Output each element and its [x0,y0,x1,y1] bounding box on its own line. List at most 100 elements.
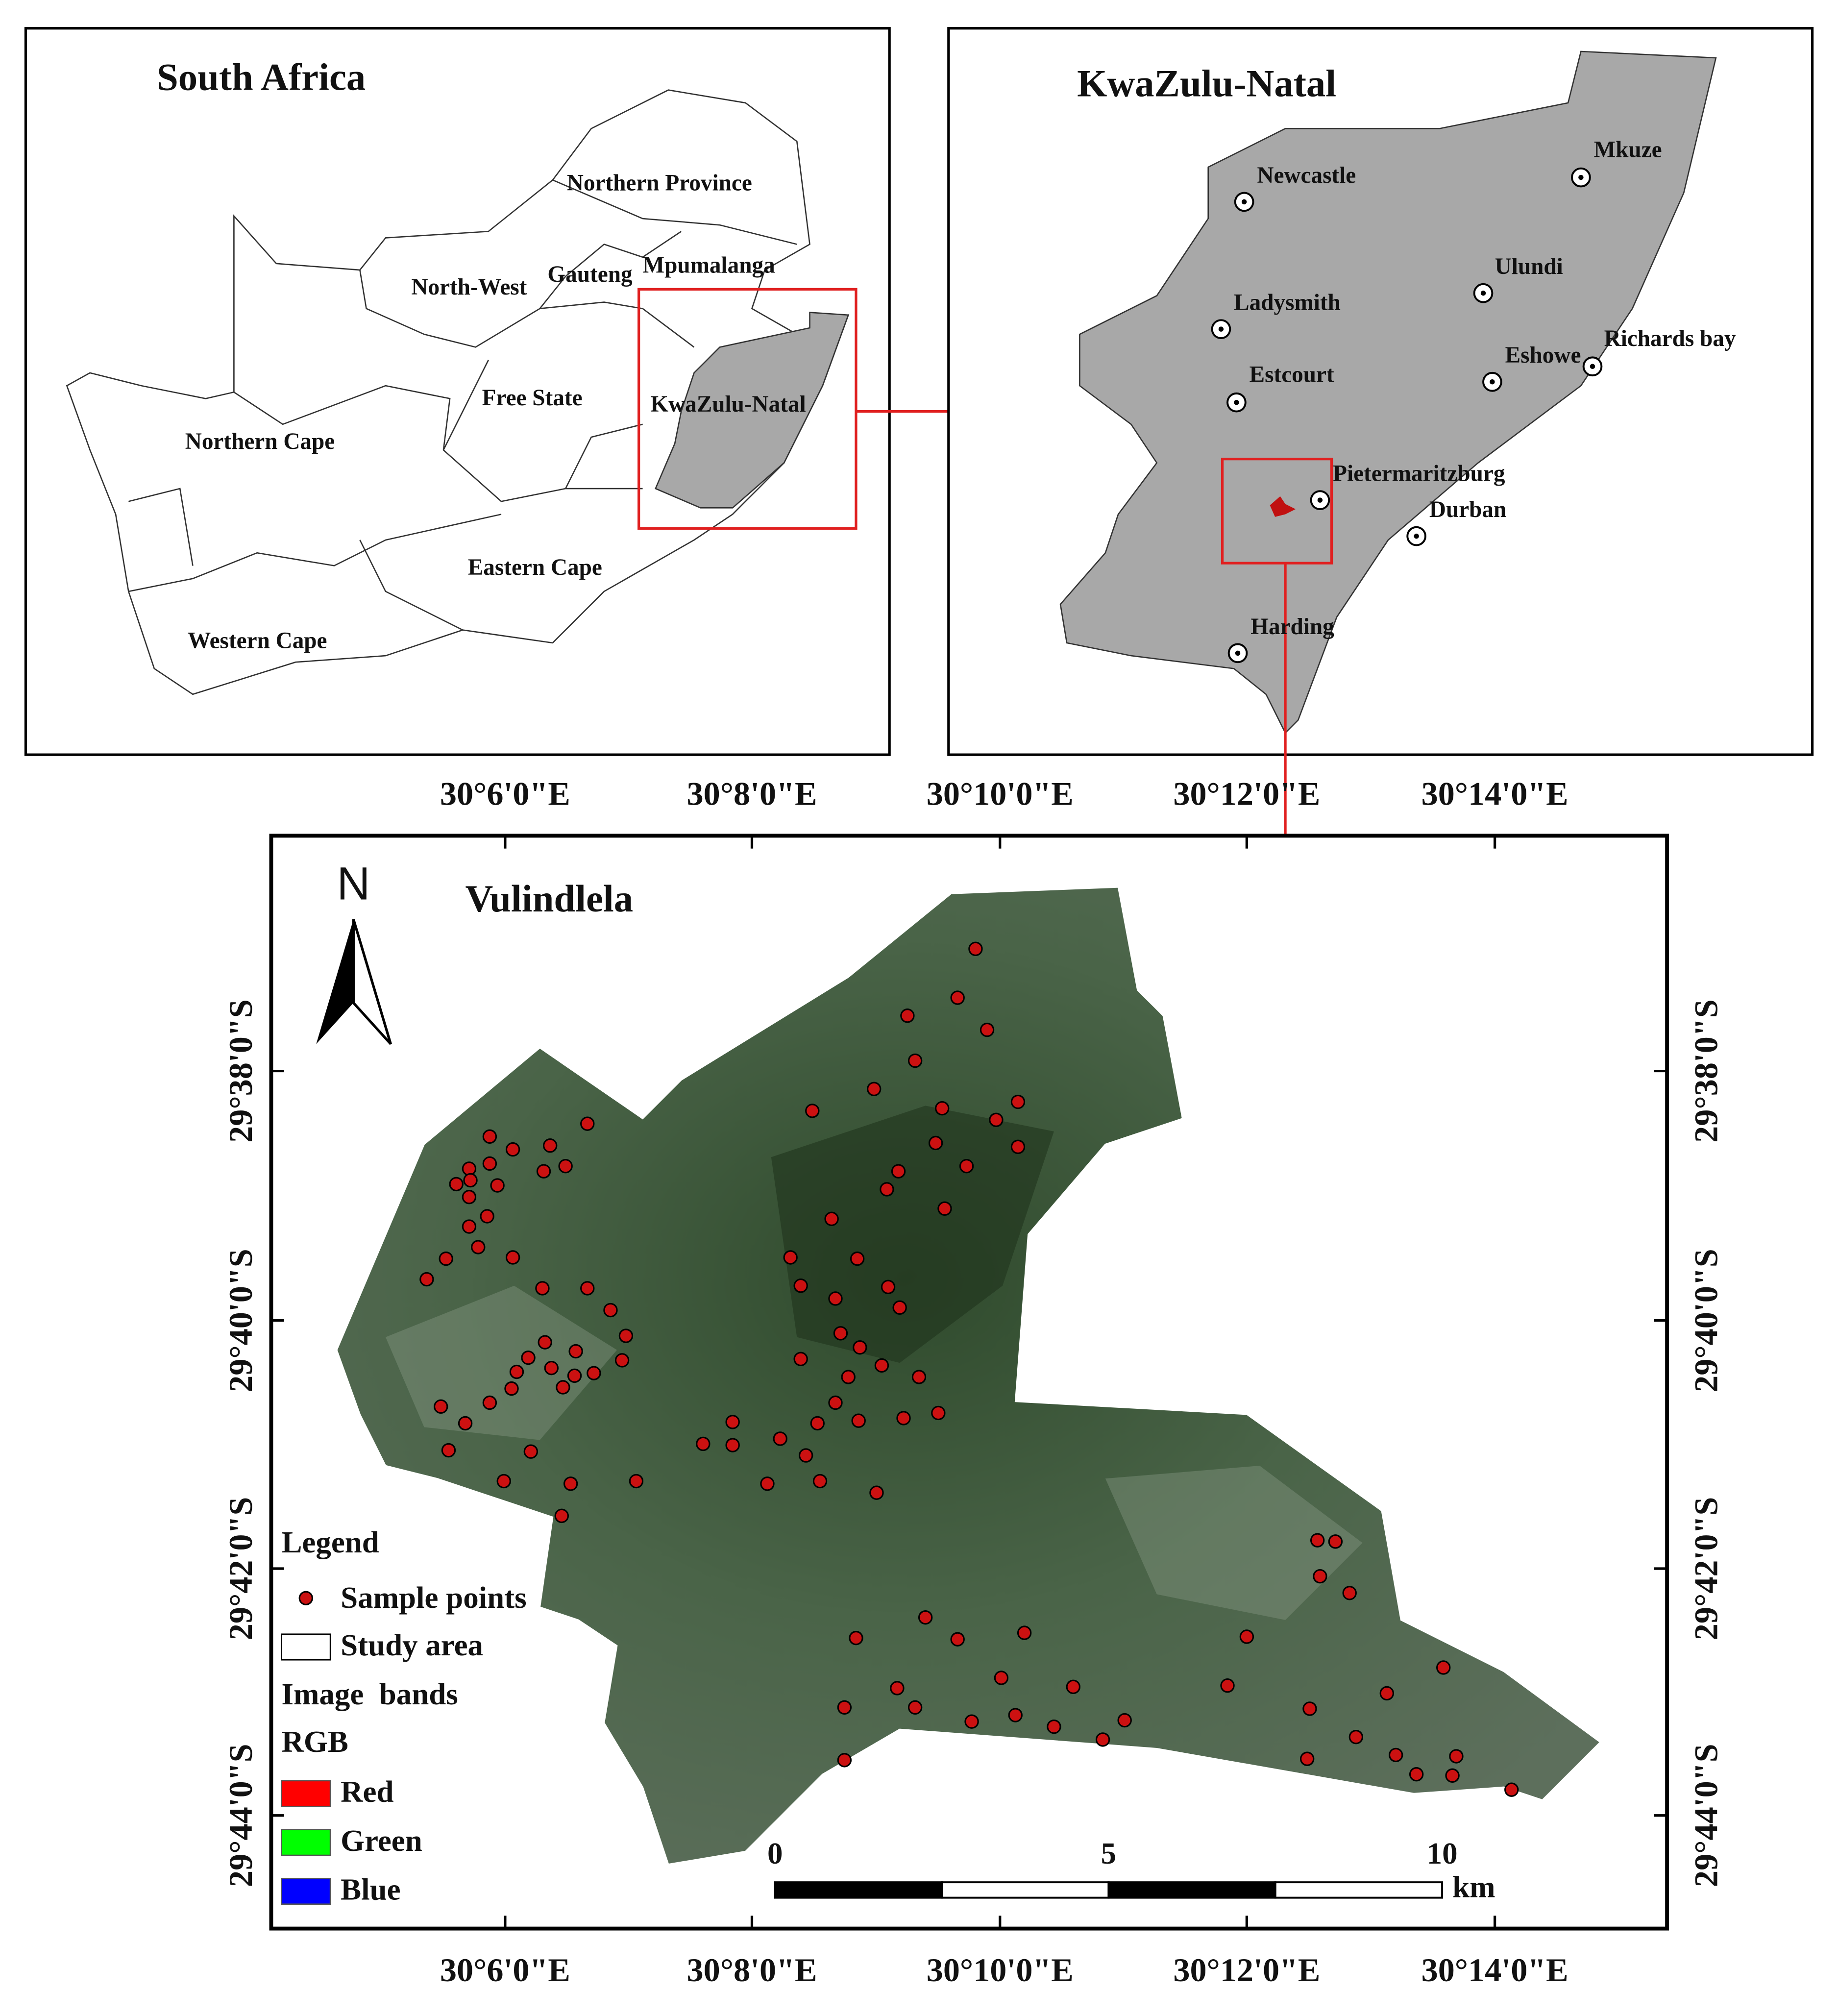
sample-point [928,1135,943,1151]
legend-label: Sample points [341,1580,527,1615]
town-label: Pietermaritzburg [1333,461,1505,487]
sample-point [907,1700,923,1715]
x-coordinate-label: 30°6'0"E [440,775,570,812]
scale-label: 0 [767,1836,783,1870]
sample-point [773,1431,787,1446]
sample-point [480,1209,494,1224]
sample-point [850,1251,865,1266]
y-coordinate-label: 29°44'0"S [222,1744,259,1887]
sample-point [824,1211,839,1226]
sample-point [618,1328,634,1343]
sample-point [994,1671,1009,1685]
sample-point [968,941,983,957]
legend-heading: RGB [281,1724,348,1759]
sample-point [828,1395,843,1410]
sample-point [1220,1678,1235,1693]
sample-point [462,1189,477,1205]
region-label: North-West [411,274,527,300]
sample-point [805,1104,820,1118]
sample-point [810,1416,825,1431]
y-coordinate-label: 29°40'0"S [1687,1249,1724,1392]
sample-point [980,1022,995,1037]
legend-label: Red [341,1774,393,1809]
sample-point [1388,1747,1403,1763]
sample-point [937,1201,952,1216]
sample-point [439,1251,453,1266]
north-arrow [316,919,354,1044]
north-label: N [337,858,370,910]
country-outline [66,89,850,695]
sample-point [1239,1629,1254,1644]
sample-point [535,1281,550,1296]
scale-bar-segment [941,1881,1110,1899]
sample-point [1436,1660,1451,1675]
image-texture [385,1285,1363,1620]
region-label: Western Cape [188,628,327,654]
legend-heading: Image bands [281,1677,458,1711]
town-marker [1234,399,1239,405]
sample-point [523,1444,539,1459]
sample-point [603,1303,618,1318]
sample-point [558,1159,573,1174]
town-label: Mkuze [1594,137,1662,162]
scale-bar-segment [1274,1881,1444,1899]
town-marker [1317,497,1323,503]
sample-point [1008,1708,1023,1722]
sample-point [490,1178,505,1193]
sample-point [587,1366,601,1380]
study-area-location [1270,496,1296,517]
sample-point [505,1250,520,1265]
town-marker [1241,199,1247,205]
sample-point [900,1008,915,1023]
sample-point [1047,1719,1061,1734]
sample-point [471,1240,486,1254]
x-coordinate-label: 30°14'0"E [1421,1951,1568,1989]
sample-point [931,1405,946,1421]
sample-point [629,1474,644,1489]
sample-point [462,1219,477,1234]
sample-point [890,1681,905,1696]
sample-point [544,1360,559,1376]
town-label: Durban [1429,497,1506,522]
sample-point [874,1358,889,1373]
sample-point [496,1474,511,1489]
sample-point [1342,1586,1357,1600]
region-label: Northern Province [567,171,752,196]
sample-point [828,1291,843,1306]
town-marker [1490,379,1495,385]
sample-point [538,1335,552,1350]
sample-point [783,1250,798,1265]
x-coordinate-label: 30°12'0"E [1173,1951,1320,1989]
sample-point [1504,1782,1519,1797]
sample-point [696,1436,711,1451]
x-coordinate-label: 30°10'0"E [927,775,1074,812]
sample-point [891,1164,906,1179]
legend-symbol [298,1591,313,1605]
north-arrow [352,919,392,1045]
scale-bar-segment [774,1881,943,1899]
sample-point [1313,1569,1327,1584]
sample-point [849,1630,863,1646]
sample-point [911,1370,927,1384]
scale-label: 5 [1101,1836,1116,1870]
legend-title: Legend [281,1525,379,1559]
legend-label: Study area [341,1628,483,1662]
sample-point [812,1474,828,1489]
sample-point [1299,1751,1315,1766]
scale-bar-segment [1107,1881,1276,1899]
sample-point [1095,1732,1110,1747]
sample-point [482,1129,497,1144]
y-coordinate-label: 29°44'0"S [1687,1744,1724,1887]
legend-swatch [281,1877,331,1905]
town-label: Eshowe [1505,343,1581,368]
sample-point [542,1138,558,1153]
sample-point [841,1370,856,1384]
sample-point [1328,1534,1343,1549]
legend-swatch [281,1829,331,1856]
sample-point [614,1353,630,1368]
sample-point [568,1344,583,1359]
x-coordinate-label: 30°12'0"E [1173,775,1320,812]
map-title: KwaZulu-Natal [1077,62,1336,105]
town-label: Newcastle [1257,163,1356,188]
